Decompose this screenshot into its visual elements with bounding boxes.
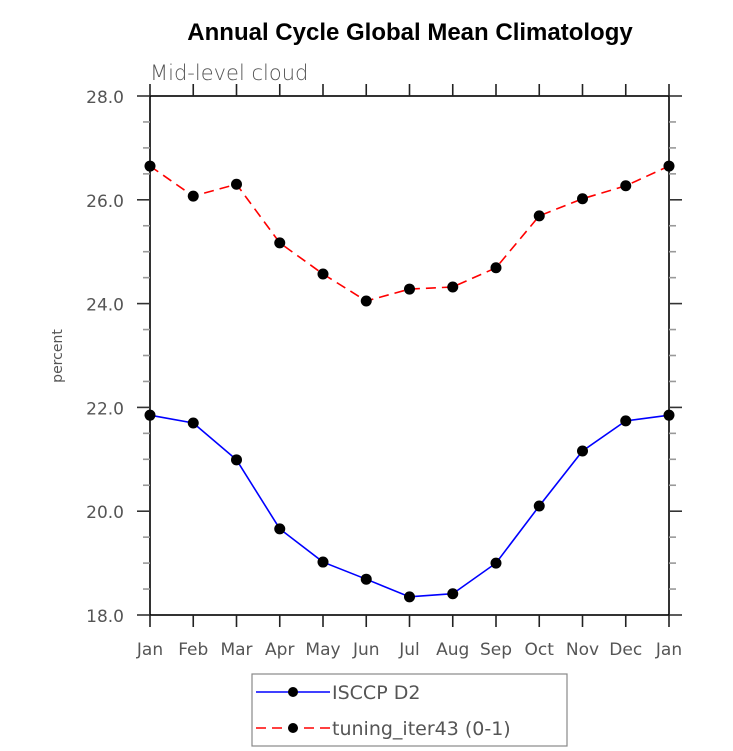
data-point [447, 588, 459, 600]
x-tick-label: Jun [352, 640, 380, 660]
x-tick-label: Jul [398, 640, 420, 660]
data-point [404, 283, 415, 295]
legend: ISCCP D2 tuning_iter43 (0-1) [251, 673, 568, 747]
legend-label-0: ISCCP D2 [332, 682, 420, 704]
data-point [404, 591, 415, 603]
x-tick-label: Aug [436, 640, 469, 660]
data-point [187, 190, 199, 202]
data-point [144, 160, 156, 172]
data-point [274, 523, 286, 535]
legend-marker-1 [288, 723, 298, 733]
x-tick-label: Oct [525, 640, 555, 660]
data-point [490, 557, 502, 569]
y-tick-label: 26.0 [86, 192, 124, 212]
x-tick-label: Mar [220, 640, 252, 660]
data-point [533, 500, 545, 512]
x-tick-label: Feb [178, 640, 208, 660]
data-point [144, 409, 156, 421]
x-tick-label: Apr [265, 640, 294, 660]
data-point [274, 237, 286, 249]
plot-frame [149, 95, 670, 616]
x-tick-label: Nov [566, 640, 599, 660]
data-point [317, 556, 329, 568]
data-point [620, 180, 632, 192]
data-point [533, 210, 545, 222]
data-point [231, 178, 242, 190]
y-tick-label: 18.0 [86, 607, 124, 627]
y-tick-label: 28.0 [86, 88, 124, 108]
legend-label-1: tuning_iter43 (0-1) [332, 718, 511, 740]
data-point [231, 454, 242, 466]
y-tick-label: 22.0 [86, 399, 124, 419]
data-point [577, 193, 588, 205]
y-tick-label: 24.0 [86, 296, 124, 316]
data-point [447, 281, 459, 293]
series-layer [144, 160, 675, 603]
data-point [663, 160, 675, 172]
series-line [149, 414, 670, 598]
series-1 [144, 160, 675, 307]
x-tick-label: Sep [480, 640, 512, 660]
x-tick-label: Jan [136, 640, 163, 660]
y-tick-label: 20.0 [86, 503, 124, 523]
data-point [620, 415, 632, 427]
chart-subtitle: Mid-level cloud [150, 61, 308, 85]
axes: 18.0 20.0 22.0 24.0 26.0 28.0 Jan Feb Mar Apr May J… [86, 84, 682, 660]
y-axis-label: percent [50, 329, 66, 383]
data-point [577, 445, 588, 457]
x-tick-label: May [305, 640, 340, 660]
data-point [187, 417, 199, 429]
data-point [317, 268, 329, 280]
series-line [149, 165, 670, 302]
chart-title: Annual Cycle Global Mean Climatology [187, 19, 633, 46]
data-point [663, 409, 675, 421]
x-tick-label: Dec [609, 640, 642, 660]
data-point [360, 573, 372, 585]
legend-marker-0 [288, 687, 298, 697]
data-point [360, 295, 372, 307]
x-tick-label: Jan [655, 640, 682, 660]
data-point [490, 262, 502, 274]
legend-box [251, 673, 568, 747]
series-0 [144, 409, 675, 603]
